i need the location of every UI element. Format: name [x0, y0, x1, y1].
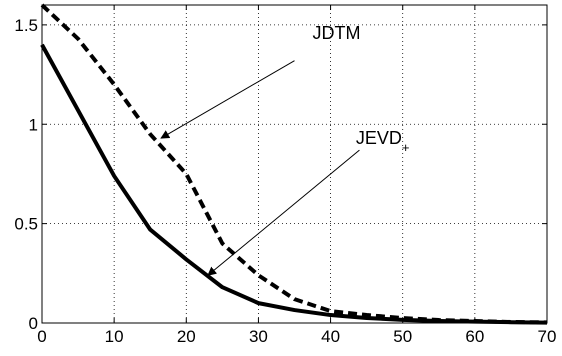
x-tick-label: 70	[538, 327, 557, 346]
x-tick-label: 0	[37, 327, 46, 346]
grid	[42, 5, 547, 323]
annotations: JDTM JEVD+	[160, 23, 410, 276]
annotation-label-jevd: JEVD+	[356, 128, 410, 155]
annotation-label-jdtm: JDTM	[313, 23, 361, 43]
y-tick-label: 0	[29, 314, 38, 333]
annotation-label-text: JDTM	[313, 23, 361, 43]
y-tick-label: 1.5	[14, 16, 38, 35]
annotation-arrow	[160, 60, 295, 139]
x-tick-label: 30	[249, 327, 268, 346]
plot-background	[42, 5, 547, 323]
plot-frame	[41, 4, 548, 324]
x-tick-label: 60	[465, 327, 484, 346]
annotation-label-text: JEVD	[356, 128, 402, 148]
x-tick-label: 20	[177, 327, 196, 346]
series-line-jevd	[40, 43, 548, 325]
x-tick-label: 40	[321, 327, 340, 346]
ticks: 0 10 20 30 40 50 60 70 0 0.5 1 1.5	[14, 5, 556, 346]
annotation-arrow	[207, 149, 360, 276]
series-group	[40, 3, 548, 325]
annotation-label-subscript: +	[402, 140, 410, 155]
y-tick-label: 0.5	[14, 215, 38, 234]
x-tick-label: 10	[105, 327, 124, 346]
x-tick-label: 50	[393, 327, 412, 346]
y-tick-label: 1	[29, 115, 38, 134]
